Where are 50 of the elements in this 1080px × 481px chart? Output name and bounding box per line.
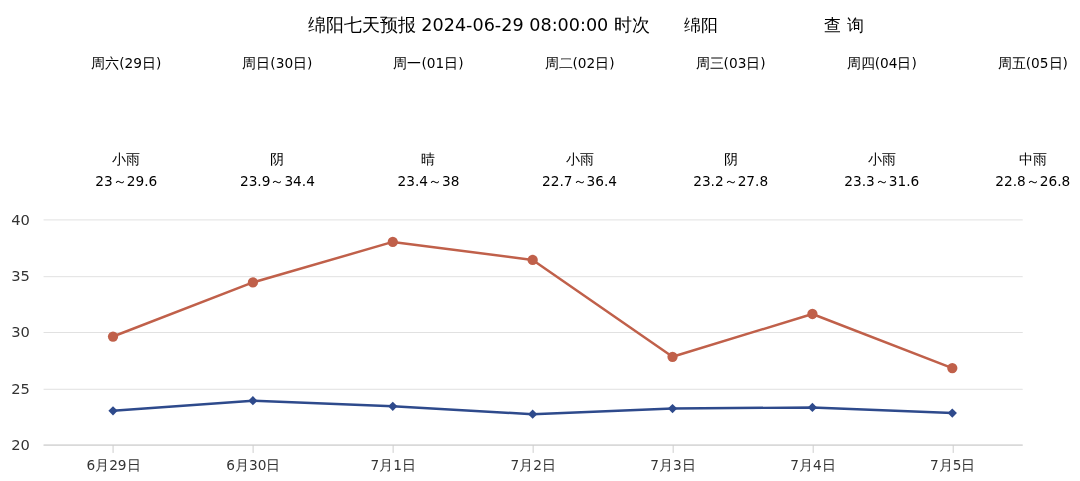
text: 绵阳七天预报 2024-06-29 08:00:00 时次 — [307, 15, 650, 36]
text: 周四(04日) — [846, 54, 917, 71]
point — [667, 351, 678, 362]
x-tick-label: 6月30日 — [226, 456, 281, 473]
text: 周五(05日) — [997, 54, 1068, 71]
text: 23.9～34.4 — [239, 173, 315, 190]
y-tick-label: 30 — [11, 323, 30, 341]
x-tick-label: 6月29日 — [86, 456, 141, 473]
text: 查 询 — [824, 16, 864, 36]
point — [107, 331, 119, 342]
y-tick-label: 35 — [11, 267, 30, 285]
x-tick-label: 7月4日 — [790, 456, 836, 473]
text: 周二(02日) — [544, 54, 615, 71]
text: 周一(01日) — [393, 54, 464, 71]
x-tick-label: 7月2日 — [510, 456, 556, 473]
text: 中雨 — [1018, 150, 1047, 167]
point — [807, 402, 818, 413]
point — [387, 236, 398, 248]
text: 小雨 — [112, 150, 141, 167]
text: 阴 — [723, 150, 738, 167]
text: 周六(29日) — [91, 54, 162, 71]
point — [108, 406, 118, 416]
text: 22.8～26.8 — [995, 173, 1071, 190]
point — [247, 277, 259, 288]
text: 小雨 — [565, 150, 594, 167]
text: 23.3～31.6 — [844, 173, 920, 190]
text: 阴 — [270, 150, 285, 167]
text: 23～29.6 — [95, 173, 158, 190]
point — [388, 401, 398, 411]
y-tick-label: 25 — [11, 379, 30, 397]
point — [807, 308, 818, 320]
y-tick-label: 40 — [11, 210, 30, 228]
text: 周三(03日) — [695, 54, 766, 71]
x-tick-label: 7月3日 — [650, 456, 696, 473]
x-tick-label: 7月1日 — [370, 456, 416, 473]
text: 小雨 — [867, 150, 896, 167]
text: 22.7～36.4 — [542, 173, 618, 190]
point — [947, 362, 958, 374]
text: 23.2～27.8 — [693, 173, 769, 190]
text: 绵阳 — [684, 16, 719, 36]
text: 23.4～38 — [397, 173, 460, 190]
text: 周日(30日) — [242, 54, 313, 71]
point — [527, 254, 538, 266]
point — [248, 396, 258, 406]
point — [947, 408, 957, 418]
x-tick-label: 7月5日 — [930, 456, 976, 473]
y-tick-label: 20 — [11, 436, 30, 453]
point — [528, 409, 538, 419]
text: 晴 — [421, 150, 436, 167]
point — [667, 403, 678, 414]
